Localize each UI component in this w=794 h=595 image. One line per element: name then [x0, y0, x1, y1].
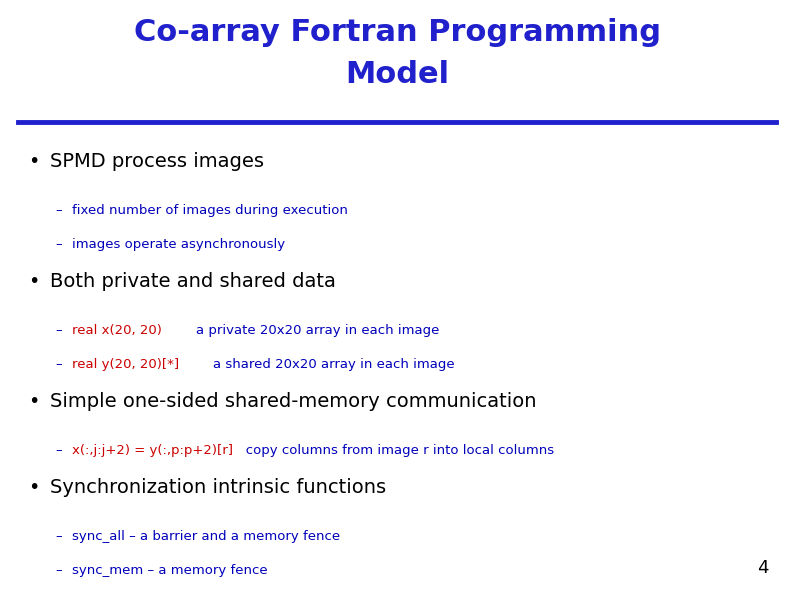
Text: 4: 4 [757, 559, 769, 577]
Text: sync_mem – a memory fence: sync_mem – a memory fence [72, 564, 268, 577]
Text: a shared 20x20 array in each image: a shared 20x20 array in each image [179, 358, 455, 371]
Text: copy columns from image r into local columns: copy columns from image r into local col… [233, 444, 554, 457]
Text: Both private and shared data: Both private and shared data [50, 272, 336, 291]
Text: SPMD process images: SPMD process images [50, 152, 264, 171]
Text: Co-array Fortran Programming: Co-array Fortran Programming [133, 18, 661, 47]
Text: a private 20x20 array in each image: a private 20x20 array in each image [162, 324, 439, 337]
Text: x(:,j:j+2) = y(:,p:p+2)[r]: x(:,j:j+2) = y(:,p:p+2)[r] [72, 444, 233, 457]
Text: Simple one-sided shared-memory communication: Simple one-sided shared-memory communica… [50, 392, 537, 411]
Text: real x(20, 20): real x(20, 20) [72, 324, 162, 337]
Text: •: • [28, 392, 40, 411]
Text: –: – [55, 204, 62, 217]
Text: real y(20, 20)[*]: real y(20, 20)[*] [72, 358, 179, 371]
Text: Model: Model [345, 60, 449, 89]
Text: •: • [28, 152, 40, 171]
Text: •: • [28, 478, 40, 497]
Text: fixed number of images during execution: fixed number of images during execution [72, 204, 348, 217]
Text: Synchronization intrinsic functions: Synchronization intrinsic functions [50, 478, 386, 497]
Text: –: – [55, 358, 62, 371]
Text: –: – [55, 564, 62, 577]
Text: –: – [55, 324, 62, 337]
Text: images operate asynchronously: images operate asynchronously [72, 238, 285, 251]
Text: •: • [28, 272, 40, 291]
Text: –: – [55, 444, 62, 457]
Text: –: – [55, 530, 62, 543]
Text: –: – [55, 238, 62, 251]
Text: sync_all – a barrier and a memory fence: sync_all – a barrier and a memory fence [72, 530, 340, 543]
